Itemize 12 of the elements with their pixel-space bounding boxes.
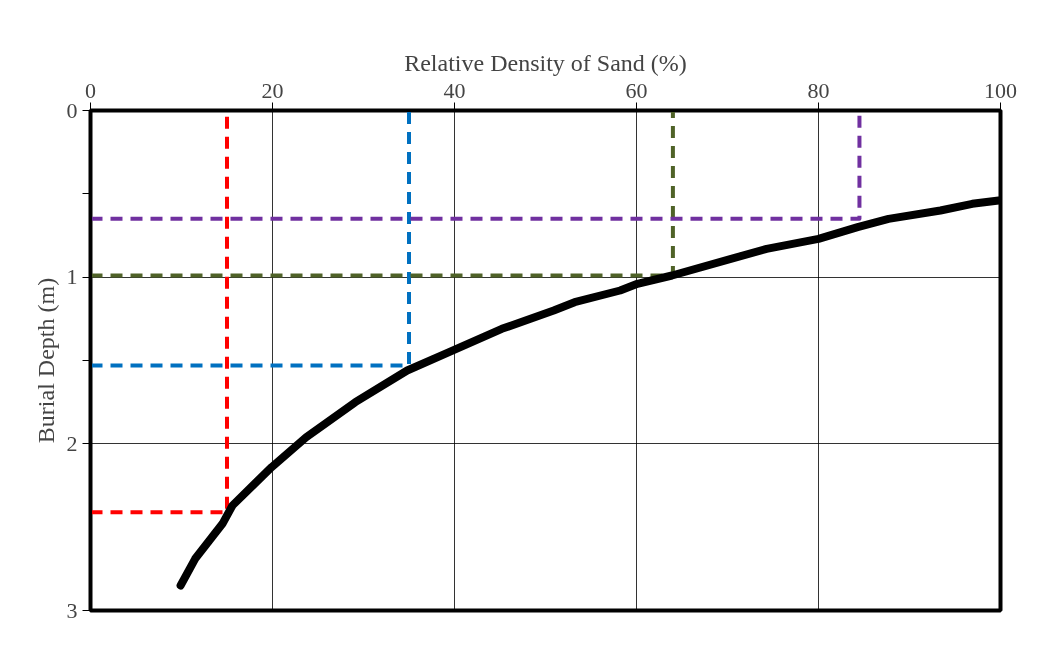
y-tick-label: 1 <box>66 264 78 290</box>
x-tick-label: 0 <box>85 77 96 103</box>
y-tick-label: 0 <box>66 97 78 123</box>
x-tick-label: 100 <box>984 77 1017 103</box>
x-tick-label: 80 <box>807 77 830 103</box>
x-tick-label: 40 <box>443 77 466 103</box>
x-tick-label: 20 <box>261 77 284 103</box>
y-axis-title: Burial Depth (m) <box>32 277 59 444</box>
y-tick-label: 2 <box>66 430 78 456</box>
x-axis-title: Relative Density of Sand (%) <box>404 49 687 76</box>
x-tick-label: 60 <box>625 77 648 103</box>
y-tick-label: 3 <box>66 597 78 623</box>
